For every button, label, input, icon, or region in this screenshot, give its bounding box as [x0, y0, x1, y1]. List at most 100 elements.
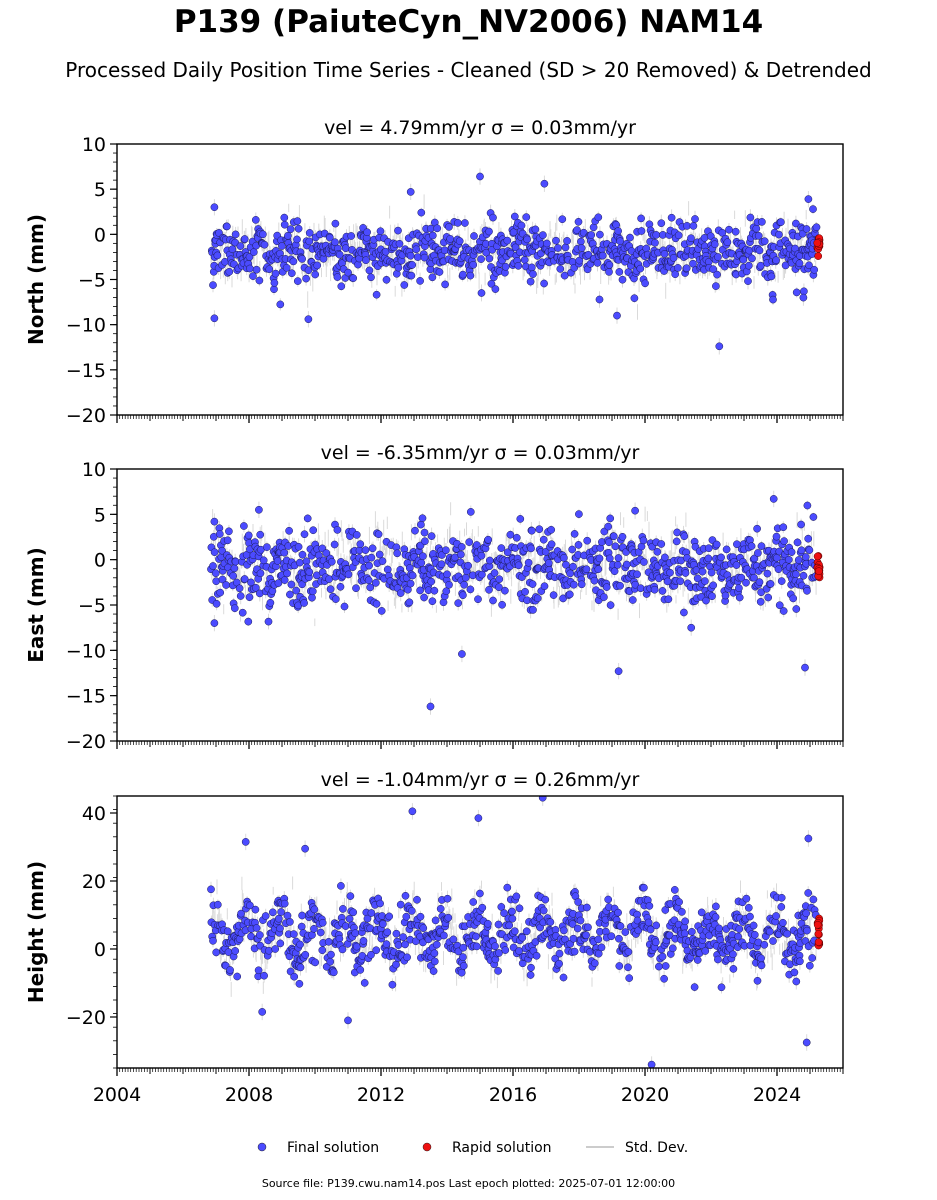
final-point: [746, 213, 755, 222]
final-point: [501, 262, 510, 271]
final-point: [605, 538, 613, 547]
final-point: [687, 234, 695, 243]
final-point: [276, 300, 285, 309]
final-point: [701, 947, 710, 955]
final-point: [789, 594, 798, 603]
final-point: [682, 264, 691, 273]
final-point: [563, 237, 571, 245]
final-point: [491, 942, 499, 951]
final-point: [286, 918, 294, 926]
final-point: [549, 591, 558, 599]
rapid-point: [813, 239, 822, 247]
panel-3: 40 20 0 −20 2004 2008 2012 2016 2020 2024 vel = -1…: [24, 769, 844, 1106]
final-point: [420, 528, 429, 537]
final-point: [489, 596, 497, 605]
final-point: [766, 580, 775, 588]
final-point: [561, 243, 570, 252]
final-point: [624, 948, 633, 956]
final-point: [229, 572, 238, 580]
final-point: [503, 883, 512, 892]
rapid-point: [813, 552, 822, 561]
y-tick-label: 40: [82, 803, 106, 825]
final-point: [417, 208, 426, 217]
y-tick-label: −10: [66, 640, 106, 662]
final-point: [569, 562, 577, 571]
final-point: [296, 940, 304, 949]
final-point: [651, 238, 659, 247]
final-point: [783, 929, 792, 938]
final-point: [758, 218, 766, 226]
final-point: [769, 937, 777, 945]
final-point: [406, 251, 415, 260]
final-point: [489, 213, 497, 222]
final-point: [263, 543, 271, 551]
final-point: [707, 568, 716, 577]
final-point: [476, 889, 484, 898]
final-point: [633, 916, 642, 925]
final-point: [607, 932, 616, 941]
final-point: [604, 522, 613, 531]
final-point: [650, 585, 659, 594]
final-point: [280, 213, 289, 222]
final-point: [779, 523, 788, 532]
final-point: [344, 570, 353, 579]
final-point: [640, 883, 648, 892]
final-point: [570, 530, 579, 538]
final-point: [511, 243, 520, 252]
final-point: [754, 549, 762, 557]
final-point: [538, 796, 547, 802]
final-point: [637, 214, 645, 223]
final-point: [614, 554, 623, 562]
final-point: [270, 279, 279, 287]
final-point: [264, 617, 273, 626]
final-point: [718, 228, 727, 237]
final-point: [527, 526, 536, 535]
final-point: [812, 223, 821, 232]
final-point: [477, 289, 486, 297]
final-point: [780, 537, 788, 545]
rapid-points: [813, 552, 824, 582]
final-point: [804, 889, 813, 897]
final-point: [749, 921, 758, 930]
final-point: [331, 238, 339, 247]
final-point: [626, 233, 634, 242]
final-point: [228, 245, 237, 254]
final-point: [501, 946, 510, 954]
final-point: [294, 224, 303, 233]
final-points: [207, 172, 821, 351]
final-point: [218, 546, 226, 555]
final-point: [211, 569, 220, 578]
final-point: [430, 586, 439, 595]
final-point: [609, 532, 618, 541]
final-point: [490, 569, 499, 577]
final-point: [672, 537, 681, 546]
panel-2: 10 5 0 −5 −10 −15 −20 vel = -6.35mm/yr σ = 0.03…: [24, 442, 844, 753]
final-point: [570, 947, 579, 956]
final-point: [674, 264, 682, 272]
final-point: [337, 282, 346, 291]
final-point: [347, 232, 356, 240]
final-point: [660, 974, 668, 983]
rapid-point: [815, 567, 823, 576]
final-point: [514, 261, 523, 270]
final-point: [408, 571, 417, 580]
final-point: [587, 231, 596, 239]
final-point: [365, 561, 373, 570]
final-point: [568, 545, 577, 554]
final-point: [614, 908, 622, 917]
x-tick-label: 2008: [225, 1084, 273, 1106]
final-point: [760, 237, 769, 246]
final-point: [417, 520, 425, 529]
final-point: [223, 222, 231, 231]
final-point: [804, 834, 813, 843]
final-point: [244, 617, 253, 626]
final-point: [574, 217, 583, 226]
final-point: [742, 894, 751, 903]
final-point: [411, 526, 419, 535]
final-point: [664, 595, 673, 604]
final-point: [426, 224, 435, 233]
final-point: [765, 927, 774, 936]
final-point: [331, 595, 340, 603]
final-point: [261, 912, 270, 920]
final-point: [406, 579, 415, 588]
